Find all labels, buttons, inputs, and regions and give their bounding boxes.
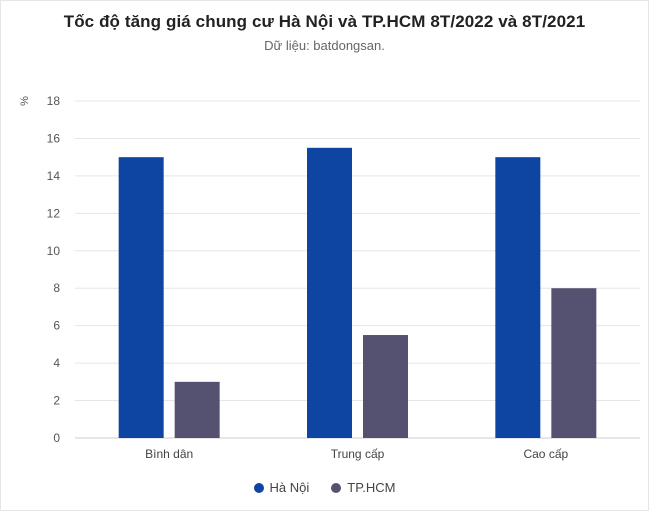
x-tick-label: Cao cấp xyxy=(523,447,568,461)
legend-marker-icon xyxy=(253,482,264,493)
legend-item-tp-hcm[interactable]: TP.HCM xyxy=(331,480,395,495)
y-tick-label: 4 xyxy=(53,356,60,370)
legend-label: Hà Nội xyxy=(269,480,310,495)
bar-ha-noi-0 xyxy=(118,157,164,438)
bar-tp-hcm-1 xyxy=(363,335,408,438)
bar-tp-hcm-0 xyxy=(174,381,220,438)
x-tick-label: Bình dân xyxy=(145,447,193,461)
chart-plot: 0 2 4 6 8 10 12 14 16 18 Bình dân Trung cấp Cao cấp… xyxy=(19,94,640,461)
legend-item-ha-noi[interactable]: Hà Nội xyxy=(253,480,310,495)
y-tick-label: 18 xyxy=(47,94,61,108)
y-tick-label: 2 xyxy=(53,394,60,408)
grid-layer xyxy=(75,100,640,439)
legend: Hà Nội TP.HCM xyxy=(0,480,649,495)
y-tick-label: 12 xyxy=(47,206,61,220)
y-axis-label: % xyxy=(19,96,31,106)
y-tick-label: 6 xyxy=(53,319,60,333)
y-tick-label: 8 xyxy=(53,281,60,295)
x-tick-labels: Bình dân Trung cấp Cao cấp xyxy=(145,447,568,461)
y-tick-label: 14 xyxy=(47,169,61,183)
y-tick-label: 16 xyxy=(47,131,61,145)
chart-subtitle: Dữ liệu: batdongsan. xyxy=(264,38,385,53)
legend-label: TP.HCM xyxy=(347,480,396,495)
x-tick-label: Trung cấp xyxy=(331,447,385,461)
chart-title: Tốc độ tăng giá chung cư Hà Nội và TP.HC… xyxy=(63,12,586,31)
bars-layer xyxy=(118,147,597,439)
bar-ha-noi-1 xyxy=(307,147,352,439)
bar-tp-hcm-2 xyxy=(551,288,597,438)
bar-ha-noi-2 xyxy=(495,157,541,438)
y-tick-label: 10 xyxy=(47,244,61,258)
y-tick-labels: 0 2 4 6 8 10 12 14 16 18 xyxy=(47,94,61,445)
legend-marker-icon xyxy=(331,482,342,493)
y-tick-label: 0 xyxy=(53,431,60,445)
